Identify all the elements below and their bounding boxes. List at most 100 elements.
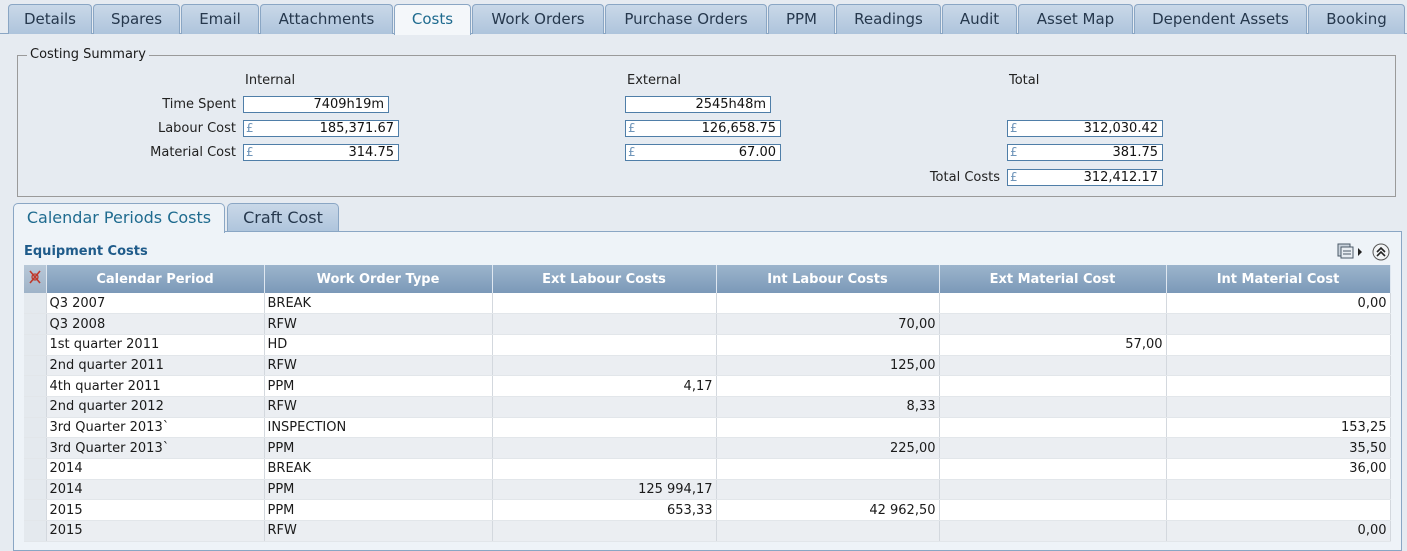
ext-material-cost-cell bbox=[939, 417, 1167, 439]
calendar-period-cell: 4th quarter 2011 bbox=[46, 375, 265, 397]
ext-labour-costs-cell bbox=[492, 334, 717, 356]
calendar-period-cell: 2014 bbox=[46, 458, 265, 480]
currency-symbol: £ bbox=[628, 145, 636, 159]
ext-material-cost-cell bbox=[939, 479, 1167, 501]
tab-attachments[interactable]: Attachments bbox=[260, 4, 393, 34]
col-work-order-type[interactable]: Work Order Type bbox=[264, 265, 493, 293]
tab-asset-map[interactable]: Asset Map bbox=[1018, 4, 1133, 34]
tab-purchase-orders[interactable]: Purchase Orders bbox=[605, 4, 767, 34]
tab-ppm[interactable]: PPM bbox=[768, 4, 835, 34]
int-material-cost-cell: 35,50 bbox=[1166, 437, 1391, 459]
calendar-period-cell: 3rd Quarter 2013` bbox=[46, 417, 265, 439]
tab-dependent-assets[interactable]: Dependent Assets bbox=[1134, 4, 1307, 34]
time-spent-external-value: 2545h48m bbox=[695, 97, 766, 112]
ext-labour-costs-cell bbox=[492, 520, 717, 542]
tab-craft-cost[interactable]: Craft Cost bbox=[227, 203, 339, 232]
ext-labour-costs-cell: 125 994,17 bbox=[492, 479, 717, 501]
currency-symbol: £ bbox=[628, 121, 636, 135]
col-ext-material-cost[interactable]: Ext Material Cost bbox=[939, 265, 1167, 293]
internal-column-heading: Internal bbox=[245, 73, 296, 88]
int-material-cost-cell bbox=[1166, 499, 1391, 522]
total-column-heading: Total bbox=[1009, 73, 1040, 88]
total-costs-field: £312,412.17 bbox=[1007, 169, 1163, 186]
material-cost-internal-field: £314.75 bbox=[243, 144, 399, 161]
ext-material-cost-cell bbox=[939, 437, 1167, 459]
col-ext-labour-costs[interactable]: Ext Labour Costs bbox=[492, 265, 717, 293]
equipment-costs-title: Equipment Costs bbox=[24, 244, 148, 259]
row-gutter bbox=[24, 355, 47, 377]
int-labour-costs-cell: 42 962,50 bbox=[716, 499, 940, 522]
row-gutter bbox=[24, 417, 47, 439]
table-row[interactable]: 2015 PPM 653,33 42 962,50 bbox=[24, 499, 1391, 522]
ext-material-cost-cell bbox=[939, 355, 1167, 377]
currency-symbol: £ bbox=[1010, 145, 1018, 159]
ext-labour-costs-cell bbox=[492, 437, 717, 459]
int-labour-costs-cell bbox=[716, 417, 940, 439]
collapse-icon[interactable] bbox=[1372, 243, 1390, 261]
table-row[interactable]: 2014 PPM 125 994,17 bbox=[24, 479, 1391, 501]
export-menu-icon[interactable] bbox=[1336, 242, 1366, 260]
table-row[interactable]: 2nd quarter 2011 RFW 125,00 bbox=[24, 355, 1391, 377]
tab-details[interactable]: Details bbox=[8, 4, 92, 34]
table-row[interactable]: 4th quarter 2011 PPM 4,17 bbox=[24, 375, 1391, 397]
ext-labour-costs-cell: 653,33 bbox=[492, 499, 717, 522]
tab-calendar-periods-costs[interactable]: Calendar Periods Costs bbox=[13, 203, 225, 233]
material-cost-total-value: 381.75 bbox=[1112, 145, 1159, 160]
ext-labour-costs-cell bbox=[492, 417, 717, 439]
table-row[interactable]: Q3 2008 RFW 70,00 bbox=[24, 313, 1391, 335]
table-row[interactable]: 3rd Quarter 2013` PPM 225,00 35,50 bbox=[24, 437, 1391, 459]
column-settings-icon[interactable] bbox=[24, 265, 47, 293]
time-spent-external-field: 2545h48m bbox=[625, 96, 771, 113]
int-labour-costs-cell: 70,00 bbox=[716, 313, 940, 335]
calendar-period-cell: 2014 bbox=[46, 479, 265, 501]
calendar-period-cell: 2nd quarter 2012 bbox=[46, 396, 265, 418]
int-labour-costs-cell: 225,00 bbox=[716, 437, 940, 459]
tab-email[interactable]: Email bbox=[181, 4, 259, 34]
col-calendar-period[interactable]: Calendar Period bbox=[46, 265, 265, 293]
ext-material-cost-cell bbox=[939, 458, 1167, 480]
col-int-material-cost[interactable]: Int Material Cost bbox=[1166, 265, 1391, 293]
work-order-type-cell: BREAK bbox=[264, 458, 493, 480]
labour-cost-internal-field: £185,371.67 bbox=[243, 120, 399, 137]
ext-labour-costs-cell bbox=[492, 313, 717, 335]
tab-costs[interactable]: Costs bbox=[394, 4, 471, 35]
calendar-period-cell: 2015 bbox=[46, 499, 265, 522]
int-labour-costs-cell bbox=[716, 458, 940, 480]
int-material-cost-cell: 153,25 bbox=[1166, 417, 1391, 439]
work-order-type-cell: PPM bbox=[264, 479, 493, 501]
row-gutter bbox=[24, 313, 47, 335]
table-row[interactable]: 2nd quarter 2012 RFW 8,33 bbox=[24, 396, 1391, 418]
table-row[interactable]: 2015 RFW 0,00 bbox=[24, 520, 1391, 542]
time-spent-internal-value: 7409h19m bbox=[313, 97, 384, 112]
total-costs-value: 312,412.17 bbox=[1083, 170, 1158, 185]
row-gutter bbox=[24, 396, 47, 418]
material-cost-internal-value: 314.75 bbox=[348, 145, 395, 160]
ext-material-cost-cell bbox=[939, 293, 1167, 315]
calendar-period-cell: 2nd quarter 2011 bbox=[46, 355, 265, 377]
work-order-type-cell: BREAK bbox=[264, 293, 493, 315]
tab-spares[interactable]: Spares bbox=[93, 4, 180, 34]
col-int-labour-costs[interactable]: Int Labour Costs bbox=[716, 265, 940, 293]
int-labour-costs-cell bbox=[716, 520, 940, 542]
table-row[interactable]: 3rd Quarter 2013` INSPECTION 153,25 bbox=[24, 417, 1391, 439]
table-row[interactable]: 1st quarter 2011 HD 57,00 bbox=[24, 334, 1391, 356]
int-labour-costs-cell bbox=[716, 479, 940, 501]
calendar-period-cell: 2015 bbox=[46, 520, 265, 542]
row-gutter bbox=[24, 293, 47, 315]
calendar-period-cell: Q3 2008 bbox=[46, 313, 265, 335]
int-labour-costs-cell bbox=[716, 293, 940, 315]
int-material-cost-cell bbox=[1166, 334, 1391, 356]
tab-audit[interactable]: Audit bbox=[942, 4, 1017, 34]
int-material-cost-cell: 0,00 bbox=[1166, 293, 1391, 315]
ext-material-cost-cell bbox=[939, 520, 1167, 542]
tab-booking[interactable]: Booking bbox=[1308, 4, 1405, 34]
tab-readings[interactable]: Readings bbox=[836, 4, 941, 34]
row-gutter bbox=[24, 499, 47, 522]
table-row[interactable]: Q3 2007 BREAK 0,00 bbox=[24, 293, 1391, 315]
ext-material-cost-cell: 57,00 bbox=[939, 334, 1167, 356]
table-row[interactable]: 2014 BREAK 36,00 bbox=[24, 458, 1391, 480]
int-labour-costs-cell: 125,00 bbox=[716, 355, 940, 377]
tab-work-orders[interactable]: Work Orders bbox=[472, 4, 604, 34]
row-gutter bbox=[24, 479, 47, 501]
int-material-cost-cell bbox=[1166, 375, 1391, 397]
